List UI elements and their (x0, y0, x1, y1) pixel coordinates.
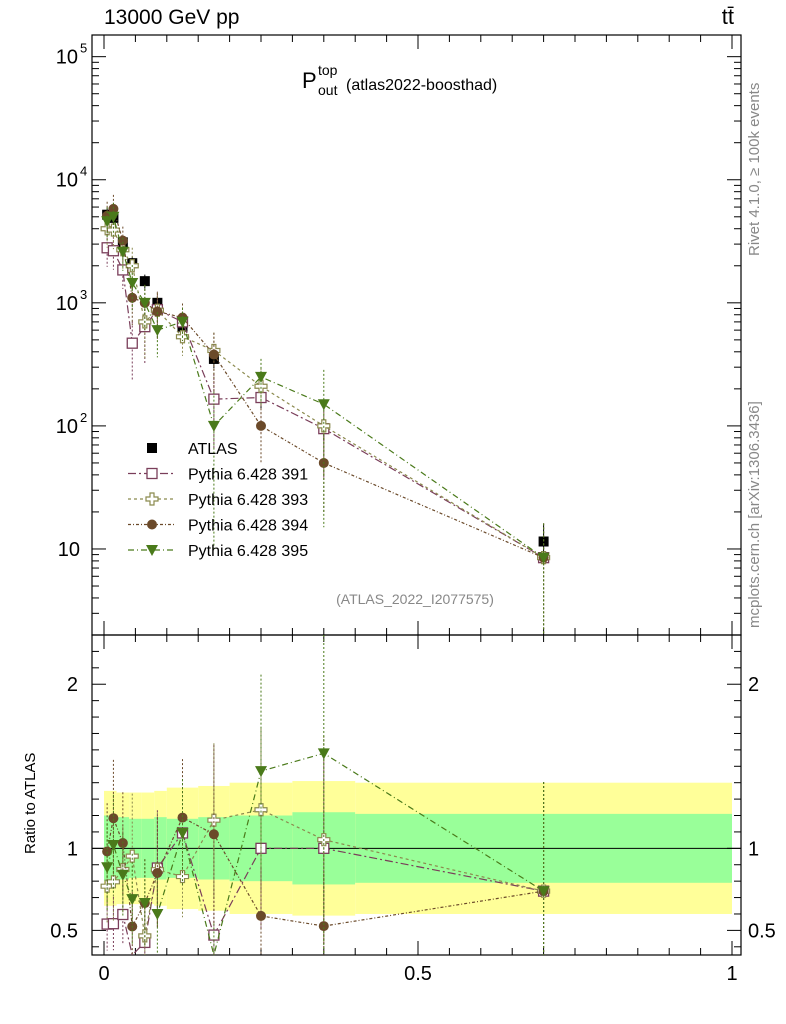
main-data-point (538, 536, 549, 547)
main-data-point (101, 216, 114, 228)
main-data-point (176, 316, 189, 328)
ratio-y-tick-label: 1 (67, 838, 78, 860)
chart-title-base: P (302, 68, 317, 93)
x-tick-label: 0.5 (404, 963, 432, 985)
ratio-data-point (138, 898, 151, 910)
ratio-data-point (116, 869, 129, 881)
main-data-point (108, 203, 119, 214)
ratio-data-point (256, 910, 266, 921)
legend-label: Pythia 6.428 394 (188, 518, 308, 535)
main-series-line (106, 215, 544, 559)
main-data-point (317, 399, 330, 411)
y-tick-label: 10 (56, 47, 78, 69)
main-series-1 (101, 233, 550, 635)
chart-title-suffix: (atlas2022-boosthad) (346, 77, 497, 94)
y-tick-exponent: 3 (80, 287, 87, 302)
legend-label: ATLAS (188, 441, 238, 458)
main-series-3 (102, 194, 549, 635)
ratio-data-point (255, 766, 267, 778)
ratio-data-point (317, 748, 330, 760)
legend-label: Pythia 6.428 395 (188, 543, 308, 560)
main-data-point (117, 235, 128, 246)
energy-label: 13000 GeV pp (104, 6, 240, 29)
ratio-data-point (177, 812, 188, 823)
y-tick-label: 10 (56, 416, 78, 438)
legend-marker (146, 467, 158, 480)
x-tick-label: 1 (726, 963, 737, 985)
y-tick-label: 10 (56, 170, 78, 192)
ratio-data-point (126, 894, 139, 906)
legend-label: Pythia 6.428 393 (188, 492, 308, 509)
y-tick-exponent: 4 (80, 164, 87, 179)
ratio-data-point (101, 862, 114, 874)
ratio-series-4 (101, 635, 550, 956)
main-series-line (106, 207, 544, 559)
y-tick-label: 10 (58, 539, 80, 561)
legend-marker (146, 545, 158, 556)
chart-title-superscript: top (318, 62, 338, 78)
main-series-line (107, 228, 544, 559)
ratio-y-tick-label-right: 2 (748, 674, 759, 696)
legend-label: Pythia 6.428 391 (188, 467, 308, 484)
ratio-y-tick-label-right: 1 (748, 838, 759, 860)
main-data-point (139, 276, 150, 287)
ratio-data-point (152, 867, 163, 878)
ratio-data-point (108, 813, 119, 824)
legend-marker (147, 443, 157, 453)
legend-marker (145, 492, 159, 506)
ratio-data-point (318, 921, 329, 932)
main-data-point (254, 379, 268, 393)
ratio-data-point (151, 908, 164, 920)
ratio-series-line (106, 752, 544, 956)
main-series-2 (100, 214, 551, 635)
main-data-point (151, 325, 164, 337)
x-tick-label: 0 (98, 963, 109, 985)
ratio-data-point (207, 813, 221, 827)
main-data-point (255, 371, 267, 383)
analysis-tag: (ATLAS_2022_I2077575) (336, 591, 494, 607)
main-data-point (207, 420, 220, 432)
ratio-y-tick-label: 0.5 (50, 920, 78, 942)
main-series-4 (101, 202, 550, 635)
main-data-point (107, 211, 120, 223)
process-label: tt̄ (721, 4, 734, 29)
main-data-point (116, 246, 129, 258)
ratio-data-point (107, 839, 120, 851)
ratio-y-tick-label-right: 0.5 (748, 920, 776, 942)
ratio-data-point (176, 827, 189, 839)
main-data-point (256, 420, 266, 431)
legend: ATLAS Pythia 6.428 391 Pythia 6.428 393 Pyt… (128, 441, 308, 560)
main-series-0 (102, 208, 549, 565)
ratio-y-tick-label: 2 (67, 674, 78, 696)
y-tick-exponent: 5 (80, 41, 87, 56)
y-tick-label: 10 (56, 293, 78, 315)
ratio-data-point (125, 849, 139, 863)
main-data-point (126, 337, 138, 349)
ratio-data-point (537, 886, 550, 898)
ratio-data-point (254, 803, 268, 817)
ratio-series-line (107, 831, 544, 957)
main-data-point (537, 552, 550, 564)
main-data-point (138, 297, 151, 309)
ratio-data-point (208, 829, 219, 840)
main-data-point (126, 277, 139, 289)
y-tick-exponent: 2 (80, 410, 87, 425)
main-data-point (152, 306, 163, 317)
ratio-data-point (102, 846, 113, 857)
chart-title-subscript: out (318, 82, 338, 98)
main-data-point (317, 419, 331, 433)
main-data-point (208, 349, 219, 360)
legend-marker (147, 519, 157, 530)
ratio-plot-frame (91, 634, 742, 956)
